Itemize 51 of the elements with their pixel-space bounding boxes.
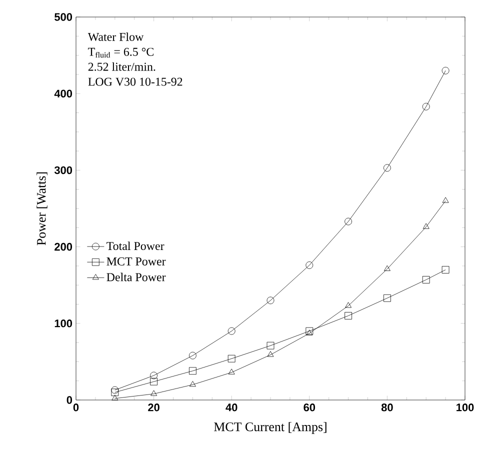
y-tick-label: 100 — [54, 320, 72, 328]
legend-label: MCT Power — [106, 257, 166, 266]
y-tick-label: 300 — [54, 166, 72, 174]
x-tick-label: 20 — [148, 404, 160, 412]
point — [384, 294, 391, 302]
point — [306, 262, 314, 269]
point — [111, 386, 119, 394]
point — [228, 368, 235, 374]
point — [228, 327, 236, 335]
annotation: T$_{fluid}$ = 6.5 °C — [88, 48, 154, 58]
legend-label: Delta Power — [106, 272, 166, 282]
point — [150, 390, 158, 396]
y-tick-label: 200 — [54, 242, 72, 251]
y-tick-label: 0 — [66, 396, 72, 404]
annotation: 2.52 liter/min. — [88, 62, 156, 71]
point — [384, 265, 390, 271]
x-tick-label: 80 — [381, 404, 393, 412]
point — [189, 352, 196, 360]
point — [306, 330, 313, 336]
point — [112, 394, 118, 400]
point — [442, 66, 450, 74]
x-tick-label: 100 — [456, 404, 474, 412]
point — [150, 378, 158, 386]
annotation: LOG V30 10-15-92 — [88, 78, 182, 86]
point — [344, 312, 352, 320]
point — [189, 367, 196, 375]
point — [422, 276, 430, 284]
point — [306, 327, 314, 335]
point — [228, 354, 236, 362]
x-tick-label: 60 — [304, 404, 316, 412]
point — [442, 197, 449, 203]
y-axis-title: Power [Watts] — [36, 172, 48, 246]
point — [266, 296, 274, 304]
annotation: Water Flow — [88, 32, 144, 41]
point — [344, 218, 352, 226]
point — [345, 302, 352, 308]
legend-label: Total Power — [106, 242, 164, 250]
point — [422, 102, 430, 110]
x-tick-label: 40 — [226, 404, 238, 412]
point — [384, 164, 391, 172]
point — [111, 388, 119, 396]
point — [150, 372, 158, 380]
y-tick-label: 400 — [54, 90, 72, 98]
x-tick-label: 0 — [73, 404, 79, 412]
point — [422, 223, 430, 229]
point — [267, 351, 274, 357]
point — [266, 342, 274, 350]
point — [442, 266, 450, 274]
x-axis-title: MCT Current [Amps] — [214, 422, 326, 434]
point — [189, 380, 196, 387]
y-tick-label: 500 — [54, 13, 72, 21]
